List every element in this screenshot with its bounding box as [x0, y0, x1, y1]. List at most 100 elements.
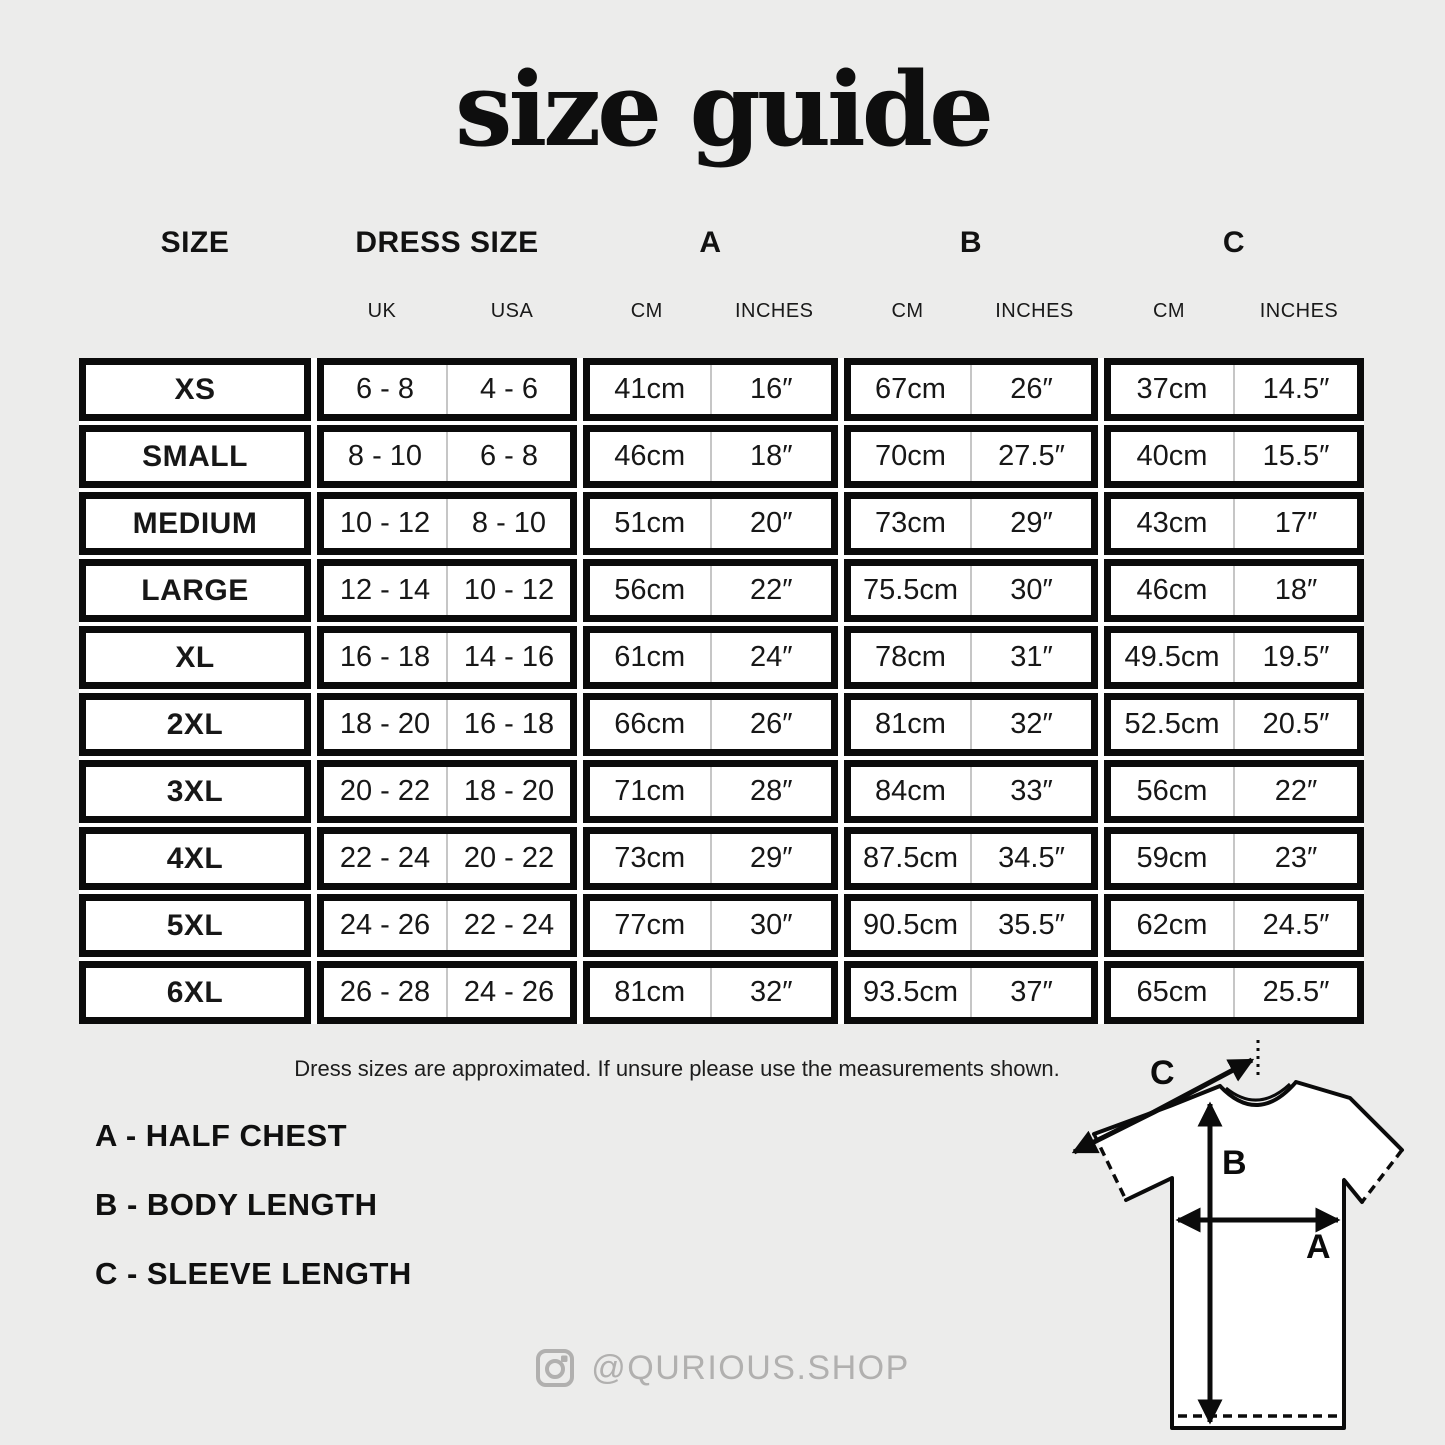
table-cell: 22 - 24 — [339, 842, 431, 874]
page-title: size guide — [455, 50, 994, 170]
table-row-group: MEDIUM — [79, 492, 311, 555]
table-cell: 84cm — [875, 775, 946, 807]
table-cell: 22″ — [1274, 775, 1318, 807]
cell-divider — [446, 633, 448, 682]
cell-divider — [970, 901, 972, 950]
cell-divider — [1233, 633, 1235, 682]
table-row-group: 90.5cm 35.5″ — [844, 894, 1098, 957]
cell-divider — [709, 566, 712, 615]
table-row-group: 66cm 26″ — [583, 693, 838, 756]
table-cell: 22 - 24 — [463, 909, 555, 941]
size-label-cell: XL — [175, 640, 215, 674]
table-row-group: XS — [79, 358, 311, 421]
cell-divider — [446, 566, 448, 615]
subheader-a-inches: INCHES — [734, 300, 814, 322]
table-sub-headers: UK USA CM INCHES CM INCHES CM INCHES — [79, 300, 1364, 323]
table-row-group: 78cm 31″ — [844, 626, 1098, 689]
table-row-group: 73cm 29″ — [844, 492, 1098, 555]
table-cell: 16 - 18 — [463, 708, 555, 740]
table-row-group: 20 - 22 18 - 20 — [317, 760, 577, 823]
size-label-cell: 3XL — [166, 774, 224, 808]
table-row-group: 52.5cm 20.5″ — [1104, 693, 1364, 756]
table-cell: 73cm — [875, 507, 946, 539]
table-row-group: 40cm 15.5″ — [1104, 425, 1364, 488]
table-row-group: 41cm 16″ — [583, 358, 838, 421]
size-label-cell: 5XL — [166, 908, 224, 942]
cell-divider — [1233, 700, 1235, 749]
table-row-group: 6XL — [79, 961, 311, 1024]
subheader-b-cm: CM — [891, 300, 924, 322]
cell-divider — [709, 901, 712, 950]
table-cell: 52.5cm — [1124, 708, 1220, 740]
table-row-group: 16 - 18 14 - 16 — [317, 626, 577, 689]
note-text: Dress sizes are approximated. If unsure … — [294, 1056, 1060, 1081]
table-cell: 10 - 12 — [463, 574, 555, 606]
table-cell: 20″ — [749, 507, 793, 539]
table-cell: 65cm — [1136, 976, 1208, 1008]
subheader-c: CM INCHES — [1104, 300, 1364, 323]
table-cell: 33″ — [1010, 775, 1053, 807]
cell-divider — [446, 834, 448, 883]
table-row-group: 75.5cm 30″ — [844, 559, 1098, 622]
table-row-group: 73cm 29″ — [583, 827, 838, 890]
table-cell: 40cm — [1136, 440, 1208, 472]
legend-item-a: A - HALF CHEST — [95, 1118, 348, 1153]
cell-divider — [1233, 499, 1235, 548]
cell-divider — [970, 633, 972, 682]
size-label-cell: SMALL — [142, 439, 248, 473]
cell-divider — [1233, 968, 1235, 1017]
table-row-group: XL — [79, 626, 311, 689]
column-header-c: C — [1222, 226, 1246, 259]
size-label-cell: 4XL — [166, 841, 224, 875]
subheader-c-inches: INCHES — [1259, 300, 1339, 322]
table-cell: 20 - 22 — [463, 842, 555, 874]
table-cell: 15.5″ — [1262, 440, 1330, 472]
table-cell: 37″ — [1010, 976, 1053, 1008]
table-row-group: 24 - 26 22 - 24 — [317, 894, 577, 957]
size-label-cell: MEDIUM — [132, 506, 258, 540]
size-label-cell: LARGE — [141, 573, 249, 607]
table-cell: 37cm — [1136, 373, 1208, 405]
table-cell: 32″ — [1010, 708, 1053, 740]
table-cell: 14.5″ — [1262, 373, 1330, 405]
table-row-group: 6 - 8 4 - 6 — [317, 358, 577, 421]
table-row-group: 37cm 14.5″ — [1104, 358, 1364, 421]
cell-divider — [446, 365, 448, 414]
table-cell: 20.5″ — [1262, 708, 1330, 740]
table-cell: 17″ — [1274, 507, 1318, 539]
size-label-cell: 6XL — [166, 975, 224, 1009]
cell-divider — [970, 432, 972, 481]
table-cell: 8 - 10 — [471, 507, 547, 539]
table-row-group: 59cm 23″ — [1104, 827, 1364, 890]
table-cell: 18″ — [1274, 574, 1318, 606]
cell-divider — [1233, 767, 1235, 816]
table-row-group: 51cm 20″ — [583, 492, 838, 555]
table-cell: 16″ — [749, 373, 793, 405]
table-row-group: 22 - 24 20 - 22 — [317, 827, 577, 890]
column-header-a: A — [699, 226, 722, 259]
subheader-dress: UK USA — [317, 300, 577, 323]
subheader-b: CM INCHES — [844, 300, 1098, 323]
cell-divider — [446, 767, 448, 816]
cell-divider — [446, 901, 448, 950]
cell-divider — [709, 767, 712, 816]
tshirt-diagram: A B C — [1071, 1040, 1404, 1430]
right-cuff-dashed — [1360, 1148, 1404, 1204]
table-cell: 4 - 6 — [479, 373, 539, 405]
diagram-label-b: B — [1222, 1144, 1247, 1182]
cell-divider — [709, 968, 712, 1017]
column-header-dress-size: DRESS SIZE — [355, 226, 539, 259]
legend-item-c: C - SLEEVE LENGTH — [95, 1256, 412, 1291]
table-cell: 18″ — [749, 440, 793, 472]
instagram-icon — [536, 1349, 575, 1387]
table-cell: 71cm — [614, 775, 686, 807]
table-row-group: 70cm 27.5″ — [844, 425, 1098, 488]
table-cell: 8 - 10 — [347, 440, 423, 472]
table-cell: 24 - 26 — [339, 909, 431, 941]
subheader-a-cm: CM — [630, 300, 663, 322]
table-cell: 81cm — [875, 708, 946, 740]
measurement-legend: A - HALF CHEST B - BODY LENGTH C - SLEEV… — [95, 1118, 412, 1325]
table-cell: 26″ — [749, 708, 793, 740]
table-cell: 29″ — [749, 842, 793, 874]
cell-divider — [970, 566, 972, 615]
